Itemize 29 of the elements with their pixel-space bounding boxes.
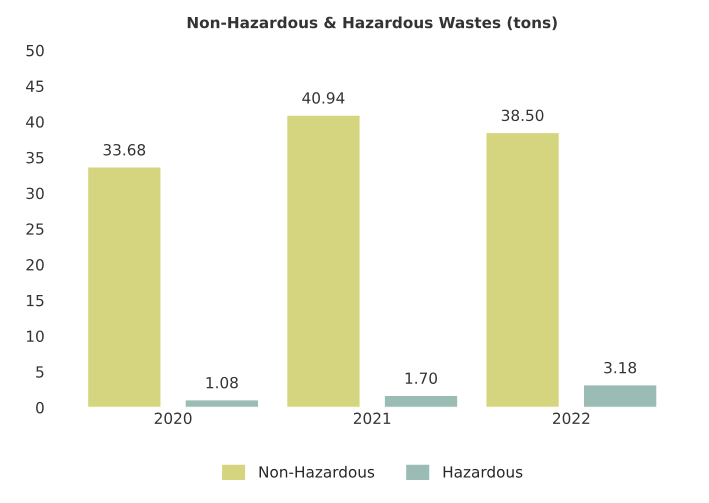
bar bbox=[184, 399, 260, 408]
y-tick-label: 25 bbox=[26, 223, 44, 235]
y-tick-label: 5 bbox=[36, 366, 44, 378]
y-tick-label: 30 bbox=[26, 188, 44, 200]
y-tick-label: 35 bbox=[26, 152, 44, 164]
chart-title: Non-Hazardous & Hazardous Wastes (tons) bbox=[188, 16, 557, 30]
data-label: 40.94 bbox=[302, 92, 344, 104]
y-tick-label: 50 bbox=[26, 44, 44, 56]
legend-label: Hazardous bbox=[444, 466, 522, 478]
data-label: 1.08 bbox=[206, 376, 238, 388]
x-tick-label: 2021 bbox=[354, 412, 390, 424]
bar bbox=[485, 132, 560, 408]
data-label: 3.18 bbox=[604, 362, 636, 374]
y-tick-label: 40 bbox=[26, 116, 44, 128]
data-label: 38.50 bbox=[502, 110, 544, 122]
data-label: 1.70 bbox=[406, 372, 438, 384]
y-tick-label: 0 bbox=[36, 402, 44, 414]
bar bbox=[86, 166, 162, 408]
data-label: 33.68 bbox=[104, 144, 146, 156]
bar bbox=[383, 394, 459, 408]
bar bbox=[582, 384, 658, 408]
x-tick-label: 2022 bbox=[553, 412, 590, 424]
y-tick-label: 15 bbox=[27, 294, 44, 306]
bar bbox=[286, 114, 361, 408]
legend-label: Non-Hazardous bbox=[260, 466, 374, 478]
x-tick-label: 2020 bbox=[154, 412, 192, 424]
y-tick-label: 20 bbox=[26, 259, 44, 271]
y-tick-label: 10 bbox=[27, 330, 44, 342]
y-tick-label: 45 bbox=[26, 80, 44, 92]
